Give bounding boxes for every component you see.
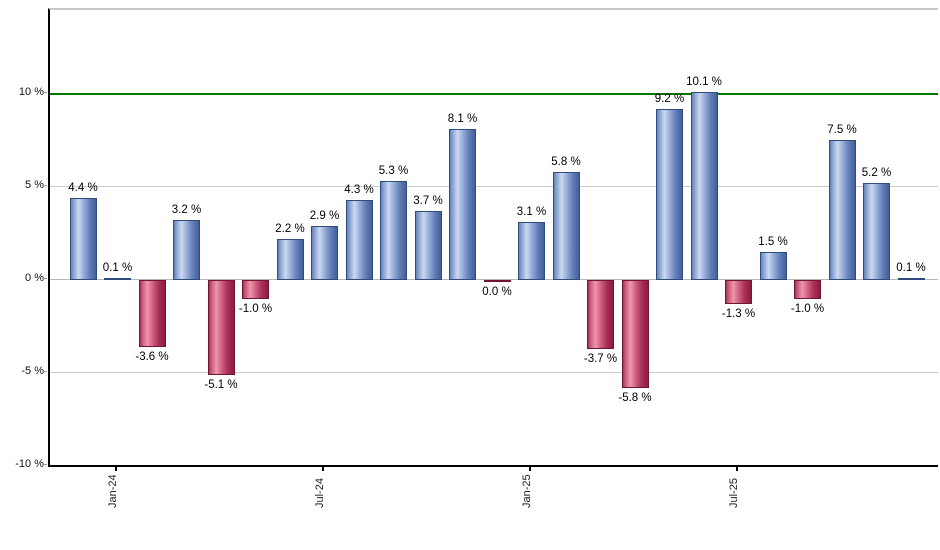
gridline-5pct	[50, 186, 938, 187]
bar	[621, 280, 649, 388]
bar	[828, 140, 856, 280]
x-axis-label-jul-25: Jul-25	[727, 478, 740, 508]
bar-value-label: 3.7 %	[413, 195, 443, 207]
y-axis-label--5pct: -5 %	[21, 365, 44, 377]
bar	[725, 280, 752, 304]
bar	[552, 172, 580, 280]
bar-value-label: 3.1 %	[516, 206, 547, 218]
bar-value-label: 4.3 %	[344, 184, 374, 196]
bar-value-label: -3.7 %	[583, 353, 618, 365]
x-axis-label-jul-24: Jul-24	[313, 478, 326, 508]
bar-value-label: 5.3 %	[378, 165, 409, 177]
bar	[242, 280, 269, 299]
bar	[311, 226, 338, 280]
y-axis-tick	[42, 185, 47, 186]
bar-value-label: 0.0 %	[482, 286, 512, 298]
bar-value-label: 10.1 %	[686, 76, 722, 88]
x-axis-tick	[528, 466, 531, 471]
bar-value-label: 7.5 %	[827, 124, 857, 136]
bar	[380, 181, 407, 280]
x-axis-label-jan-25: Jan-25	[520, 474, 533, 508]
bar	[759, 252, 787, 280]
bar-value-label: 0.1 %	[896, 262, 926, 274]
bar-value-label: 1.5 %	[758, 236, 788, 248]
gridline-0pct	[50, 279, 938, 280]
bar	[794, 280, 821, 299]
y-axis-label-0pct: 0 %	[25, 272, 44, 284]
bar	[207, 280, 235, 375]
bar-value-label: 8.1 %	[447, 113, 478, 125]
y-axis-label-5pct: 5 %	[25, 179, 44, 191]
bar-value-label: 5.2 %	[861, 167, 892, 179]
bar-value-label: -5.1 %	[204, 379, 238, 391]
bar	[690, 92, 718, 280]
x-axis-tick	[114, 466, 117, 471]
y-axis-tick	[42, 464, 47, 465]
reference-line-10pct	[50, 93, 938, 95]
plot-area: 4.4 % 0.1 % -3.6 % 3.2 % -5.1 % -1.0 % 2.2 % 2.…	[48, 8, 938, 467]
bar	[173, 220, 200, 280]
y-axis-tick	[42, 371, 47, 372]
bar	[104, 278, 131, 280]
bar	[897, 278, 925, 280]
x-axis-tick	[735, 466, 738, 471]
bar-value-label: 3.2 %	[171, 204, 202, 216]
bar-value-label: 4.4 %	[68, 182, 98, 194]
y-axis-label-10pct: 10 %	[18, 86, 44, 98]
bar-value-label: 2.9 %	[309, 210, 340, 222]
bar	[414, 211, 442, 280]
bar-value-label: 0.1 %	[102, 262, 133, 274]
bar	[587, 280, 614, 349]
bar-value-label: 5.8 %	[551, 156, 581, 168]
bar	[518, 222, 545, 280]
bar-value-label: 2.2 %	[275, 223, 305, 235]
bar	[483, 280, 511, 282]
bar	[656, 109, 683, 280]
bar-value-label: -1.0 %	[790, 303, 825, 315]
bar	[276, 239, 304, 280]
bar	[449, 129, 476, 280]
bar	[345, 200, 373, 280]
bar-value-label: -3.6 %	[135, 351, 169, 363]
bar	[863, 183, 890, 280]
y-axis-tick	[42, 278, 47, 279]
x-axis-tick	[321, 466, 324, 471]
y-axis-tick	[42, 92, 47, 93]
gridline--5pct	[50, 372, 938, 373]
y-axis-label--10pct: -10 %	[15, 458, 44, 470]
bar	[69, 198, 97, 280]
bar-value-label: 9.2 %	[654, 93, 685, 105]
bar	[138, 280, 166, 347]
bar-value-label: -1.0 %	[238, 303, 273, 315]
x-axis-label-jan-24: Jan-24	[106, 474, 119, 508]
bar-value-label: -1.3 %	[721, 308, 756, 320]
bar-value-label: -5.8 %	[618, 392, 652, 404]
